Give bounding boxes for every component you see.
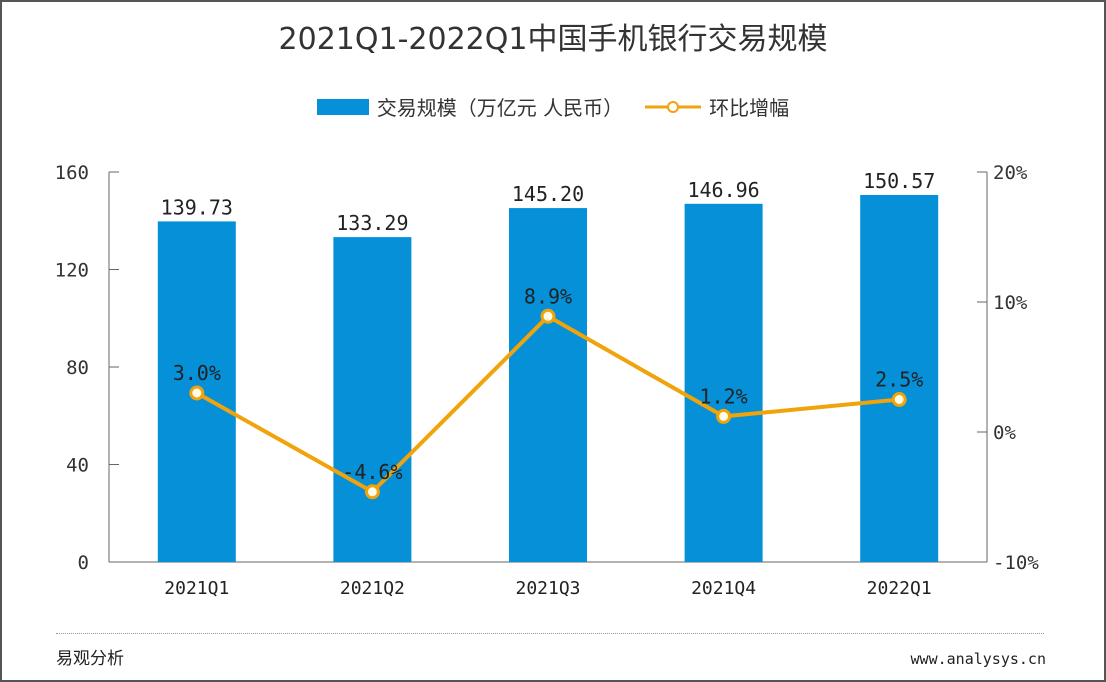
right-tick-label: 10%	[993, 292, 1028, 314]
legend: 交易规模（万亿元 人民币） 环比增幅	[2, 92, 1104, 121]
left-tick-label: 0	[78, 552, 89, 574]
bar-data-label: 139.73	[161, 195, 233, 219]
left-tick-label: 80	[66, 357, 89, 379]
growth-point	[189, 385, 205, 401]
left-tick-label: 120	[55, 260, 89, 282]
legend-bar-label: 交易规模（万亿元 人民币）	[376, 96, 624, 120]
growth-data-label: 8.9%	[524, 284, 572, 308]
legend-line-swatch	[645, 100, 702, 113]
growth-data-label: 3.0%	[173, 361, 221, 385]
growth-point	[891, 392, 907, 407]
bar	[860, 194, 939, 562]
source-label: 易观分析	[56, 649, 124, 669]
plot-area: 0 40 80 120 160 -10% 0% 10% 20% 139.73 2021Q1 133.2…	[55, 162, 1040, 599]
legend-bar-swatch	[316, 98, 369, 115]
right-tick-label: 20%	[993, 162, 1028, 184]
growth-point	[540, 308, 556, 324]
legend-item-line: 环比增幅	[645, 92, 789, 121]
bar	[333, 237, 412, 562]
bar-data-label: 150.57	[863, 169, 935, 193]
bar-data-label: 133.29	[336, 211, 408, 235]
growth-data-label: 2.5%	[875, 368, 923, 392]
chart-title: 2021Q1-2022Q1中国手机银行交易规模	[278, 22, 828, 57]
bar-data-label: 145.20	[512, 182, 584, 206]
bar	[509, 208, 587, 562]
left-tick-label: 40	[66, 455, 89, 477]
growth-data-label: -4.6%	[342, 460, 402, 484]
footer-divider	[56, 633, 1044, 634]
left-tick-label: 160	[55, 162, 89, 184]
right-tick-label: 0%	[993, 422, 1016, 444]
legend-item-bar: 交易规模（万亿元 人民币）	[316, 92, 624, 121]
x-tick-label: 2022Q1	[867, 578, 932, 599]
x-tick-label: 2021Q1	[164, 578, 229, 599]
right-tick-label: -10%	[993, 552, 1039, 574]
growth-point	[364, 484, 380, 500]
growth-point	[716, 408, 732, 424]
growth-data-label: 1.2%	[700, 384, 748, 408]
x-tick-label: 2021Q2	[340, 578, 405, 599]
legend-line-label: 环比增幅	[709, 96, 790, 120]
bar-data-label: 146.96	[687, 178, 759, 202]
x-tick-label: 2021Q3	[515, 578, 580, 599]
x-tick-label: 2021Q4	[691, 578, 756, 599]
bar	[684, 203, 763, 562]
source-url: www.analysys.cn	[910, 650, 1046, 668]
